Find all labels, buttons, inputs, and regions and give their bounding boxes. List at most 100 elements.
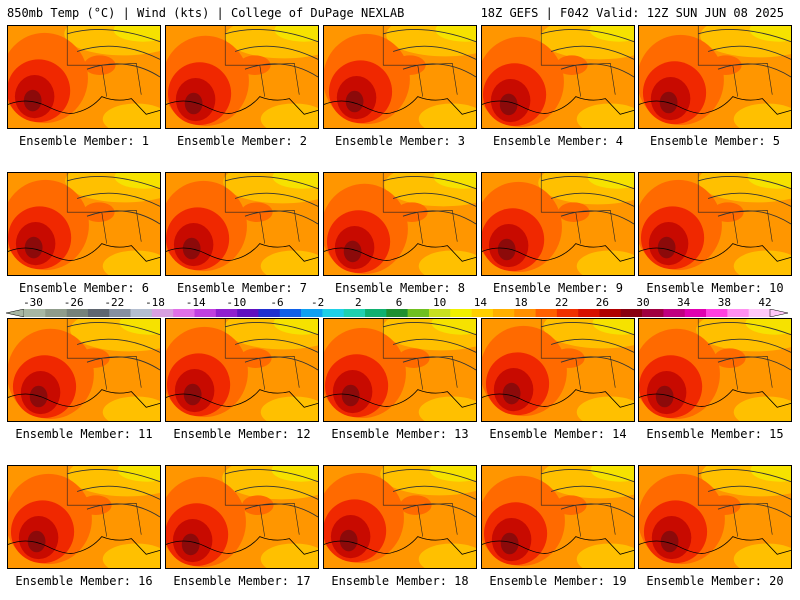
height-contour <box>392 485 476 500</box>
colorbar-tick-label: 38 <box>717 296 731 309</box>
height-contour <box>560 503 634 518</box>
temperature-contour-fill <box>343 240 362 263</box>
coastline <box>166 96 318 115</box>
ensemble-member-label: Ensemble Member: 12 <box>173 427 311 441</box>
ensemble-member-label: Ensemble Member: 16 <box>15 574 153 588</box>
temperature-contour-fill <box>339 529 358 552</box>
state-borders <box>382 26 458 97</box>
colorbar-max-arrow <box>769 309 788 317</box>
colorbar-tick-label: 6 <box>395 296 403 309</box>
ensemble-member-map <box>7 25 161 129</box>
chart-title: 850mb Temp (°C) | Wind (kts) | College o… <box>7 6 405 20</box>
temperature-contour-fill <box>733 543 791 568</box>
height-contour <box>698 469 791 483</box>
height-contour <box>76 485 160 500</box>
height-contour <box>560 210 634 225</box>
height-contour <box>86 356 160 371</box>
coastline <box>8 96 160 115</box>
colorbar-tick-label: -26 <box>63 296 84 309</box>
temperature-contour-fill <box>660 530 679 553</box>
temperature-contour-fill <box>418 396 476 421</box>
temperature-contour-fill <box>733 250 791 275</box>
height-contour <box>541 322 634 336</box>
temperature-contour-fill <box>576 543 634 568</box>
temperature-contour-fill <box>657 236 676 259</box>
height-contour <box>707 45 791 60</box>
colorbar-swatch <box>663 309 686 317</box>
colorbar-tick-label: 30 <box>636 296 650 309</box>
temperature-contour-fill <box>500 532 519 555</box>
state-borders <box>697 319 773 390</box>
ensemble-member-label: Ensemble Member: 6 <box>18 281 150 295</box>
height-contour <box>392 338 476 353</box>
state-borders <box>540 26 616 97</box>
temperature-contour-fill <box>102 543 160 568</box>
temperature-contour-fill <box>102 103 160 128</box>
state-borders <box>66 26 142 97</box>
colorbar-swatch <box>748 309 771 317</box>
state-borders <box>224 319 300 390</box>
height-contour <box>383 322 476 336</box>
height-contour <box>67 29 160 43</box>
colorbar-tick-label: 22 <box>555 296 569 309</box>
temperature-contour-fill <box>576 250 634 275</box>
coastline <box>639 389 791 408</box>
height-contour <box>225 176 318 190</box>
height-contour <box>383 29 476 43</box>
colorbar-tick-label: 26 <box>595 296 609 309</box>
colorbar-swatch <box>279 309 302 317</box>
ensemble-member-label: Ensemble Member: 10 <box>646 281 784 295</box>
ensemble-member-label: Ensemble Member: 13 <box>331 427 469 441</box>
temperature-contour-fill <box>24 236 43 259</box>
temperature-contour-fill <box>733 103 791 128</box>
height-contour <box>402 503 476 518</box>
temperature-contour-fill <box>576 396 634 421</box>
ensemble-member-label: Ensemble Member: 9 <box>492 281 624 295</box>
coastline <box>324 96 476 115</box>
coastline <box>166 536 318 555</box>
ensemble-member-map <box>7 465 161 569</box>
ensemble-member-label: Ensemble Member: 20 <box>646 574 784 588</box>
height-contour <box>234 485 318 500</box>
height-contour <box>550 45 634 60</box>
temperature-contour-fill <box>23 89 42 112</box>
state-borders <box>66 319 142 390</box>
ensemble-member-map <box>7 172 161 276</box>
height-contour <box>402 63 476 78</box>
ensemble-member-map <box>323 465 477 569</box>
coastline <box>482 243 634 262</box>
coastline <box>482 96 634 115</box>
colorbar-swatch <box>87 309 110 317</box>
temperature-contour-fill <box>29 385 48 408</box>
temperature-contour-fill <box>655 385 674 408</box>
colorbar-swatch <box>471 309 494 317</box>
ensemble-member-map <box>323 318 477 422</box>
state-borders <box>66 173 142 244</box>
colorbar-swatch <box>386 309 408 317</box>
height-contour <box>234 192 318 207</box>
colorbar-tick-label: 14 <box>473 296 487 309</box>
height-contour <box>698 29 791 43</box>
colorbar-swatch <box>684 309 707 317</box>
temperature-contour-fill <box>102 250 160 275</box>
ensemble-member-label: Ensemble Member: 18 <box>331 574 469 588</box>
colorbar-swatch <box>173 309 195 317</box>
colorbar-swatch <box>322 309 345 317</box>
colorbar-swatch <box>109 309 131 317</box>
colorbar-swatch <box>194 309 217 317</box>
height-contour <box>225 322 318 336</box>
ensemble-member-map <box>7 318 161 422</box>
coastline <box>324 389 476 408</box>
colorbar-swatch <box>237 309 259 317</box>
state-borders <box>382 319 458 390</box>
height-contour <box>244 210 318 225</box>
colorbar-tick-label: -14 <box>185 296 206 309</box>
height-contour <box>402 356 476 371</box>
colorbar-swatch <box>556 309 579 317</box>
coastline <box>166 243 318 262</box>
height-contour <box>225 469 318 483</box>
coastline <box>324 243 476 262</box>
colorbar-swatch <box>428 309 451 317</box>
ensemble-member-map <box>638 465 792 569</box>
ensemble-member-map <box>323 172 477 276</box>
